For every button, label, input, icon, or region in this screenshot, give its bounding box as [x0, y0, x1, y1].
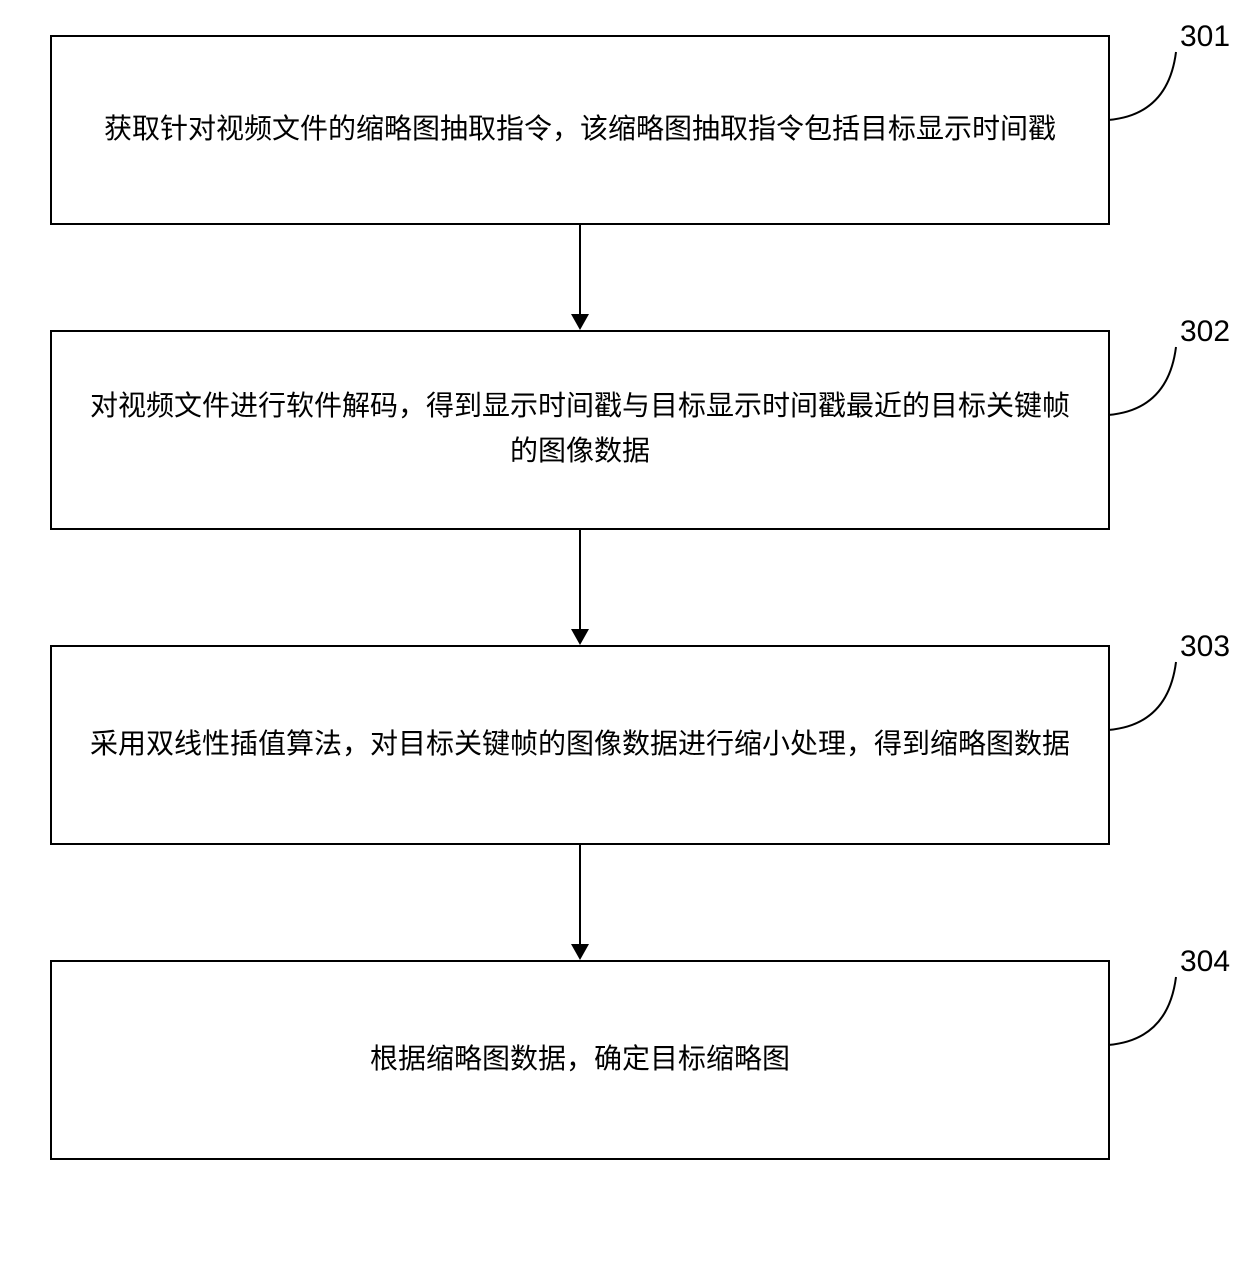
flowchart-canvas: 获取针对视频文件的缩略图抽取指令，该缩略图抽取指令包括目标显示时间戳 对视频文件…: [0, 0, 1240, 1276]
callout-303: [1108, 652, 1198, 752]
step-box-303: 采用双线性插值算法，对目标关键帧的图像数据进行缩小处理，得到缩略图数据: [50, 645, 1110, 845]
step-label-303: 303: [1180, 630, 1230, 664]
step-box-304: 根据缩略图数据，确定目标缩略图: [50, 960, 1110, 1160]
step-label-302: 302: [1180, 315, 1230, 349]
step-text: 根据缩略图数据，确定目标缩略图: [370, 1038, 790, 1083]
callout-304: [1108, 967, 1198, 1067]
step-text: 获取针对视频文件的缩略图抽取指令，该缩略图抽取指令包括目标显示时间戳: [104, 108, 1056, 153]
step-label-301: 301: [1180, 20, 1230, 54]
callout-301: [1108, 42, 1198, 142]
step-box-302: 对视频文件进行软件解码，得到显示时间戳与目标显示时间戳最近的目标关键帧的图像数据: [50, 330, 1110, 530]
step-box-301: 获取针对视频文件的缩略图抽取指令，该缩略图抽取指令包括目标显示时间戳: [50, 35, 1110, 225]
step-text: 采用双线性插值算法，对目标关键帧的图像数据进行缩小处理，得到缩略图数据: [90, 723, 1070, 768]
callout-302: [1108, 337, 1198, 437]
step-text: 对视频文件进行软件解码，得到显示时间戳与目标显示时间戳最近的目标关键帧的图像数据: [82, 385, 1078, 475]
step-label-304: 304: [1180, 945, 1230, 979]
